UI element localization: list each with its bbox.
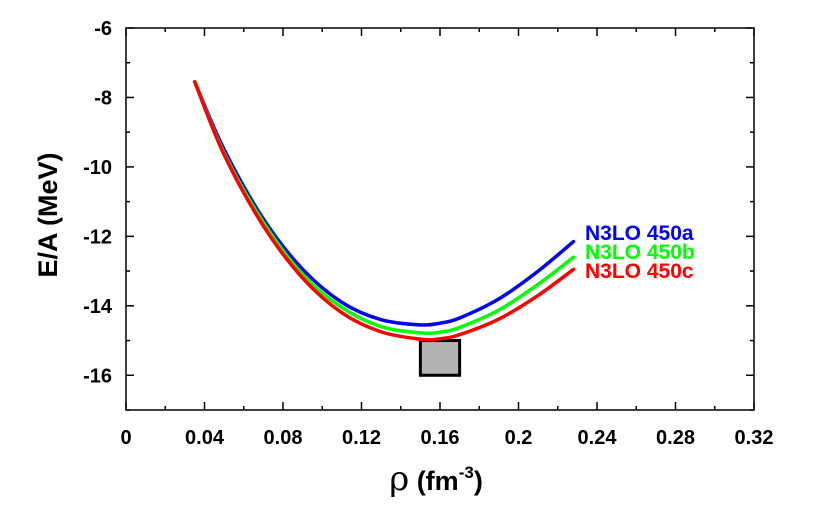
x-tick-label: 0.12 (342, 427, 381, 449)
y-tick-label: -12 (83, 226, 112, 248)
axis-ticks (125, 27, 755, 411)
y-tick-label: -14 (83, 296, 113, 318)
y-tick-label: -16 (83, 365, 112, 387)
x-axis-unit-close: ) (474, 466, 483, 496)
x-axis-symbol: ρ (389, 459, 409, 499)
y-tick-label: -6 (94, 18, 112, 40)
tick-labels: 0 0.04 0.08 0.12 0.16 0.2 0.24 0.28 0.32 -16 -14 -1… (83, 18, 773, 449)
series-line-1 (192, 80, 576, 327)
series-line-3 (192, 80, 576, 342)
x-tick-label: 0 (120, 427, 131, 449)
x-tick-label: 0.24 (578, 427, 618, 449)
x-tick-label: 0.16 (421, 427, 460, 449)
x-tick-label: 0.28 (656, 427, 695, 449)
x-axis-unit-open: (fm (409, 466, 459, 496)
saturation-box (418, 339, 462, 377)
y-axis-label: E/A (MeV) (33, 152, 63, 277)
x-axis-label: ρ (fm-3) (389, 459, 483, 499)
y-tick-label: -10 (83, 157, 112, 179)
x-tick-label: 0.2 (505, 427, 533, 449)
x-axis-unit-exponent: -3 (459, 463, 474, 482)
y-tick-label: -8 (94, 87, 112, 109)
legend-entry-1: N3LO 450a (585, 222, 694, 245)
x-tick-label: 0.32 (735, 427, 774, 449)
x-tick-label: 0.04 (185, 427, 225, 449)
legend-entry-2: N3LO 450b (585, 241, 695, 264)
legend-entry-3: N3LO 450c (585, 260, 694, 283)
plot-area (192, 80, 576, 377)
x-tick-label: 0.08 (264, 427, 303, 449)
